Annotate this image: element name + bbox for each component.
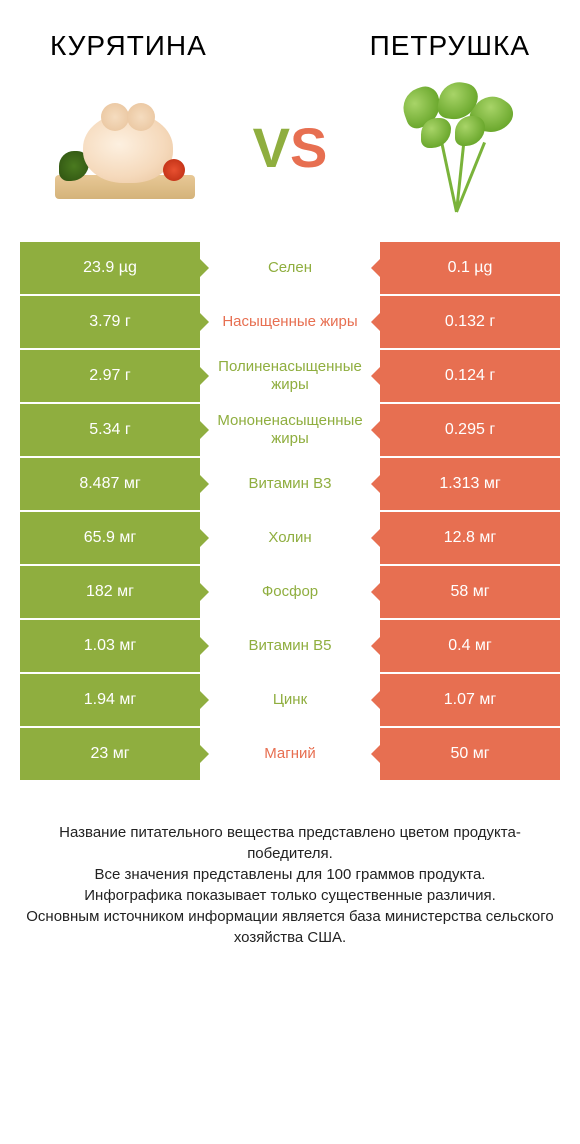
- left-value-cell: 1.03 мг: [20, 620, 200, 672]
- right-food-title: ПЕТРУШКА: [370, 30, 530, 62]
- table-row: 5.34 гМононенасыщенные жиры0.295 г: [20, 404, 560, 458]
- right-value-cell: 12.8 мг: [380, 512, 560, 564]
- left-value-cell: 5.34 г: [20, 404, 200, 456]
- images-row: VS: [0, 72, 580, 242]
- footer-line: Инфографика показывает только существенн…: [24, 885, 556, 906]
- table-row: 65.9 мгХолин12.8 мг: [20, 512, 560, 566]
- nutrient-label: Селен: [200, 242, 380, 294]
- right-value-cell: 0.295 г: [380, 404, 560, 456]
- vs-v: V: [253, 115, 290, 180]
- left-value-cell: 1.94 мг: [20, 674, 200, 726]
- table-row: 3.79 гНасыщенные жиры0.132 г: [20, 296, 560, 350]
- nutrient-label: Витамин B3: [200, 458, 380, 510]
- table-row: 1.03 мгВитамин B50.4 мг: [20, 620, 560, 674]
- parsley-image: [370, 82, 540, 212]
- left-value-cell: 65.9 мг: [20, 512, 200, 564]
- nutrient-label: Насыщенные жиры: [200, 296, 380, 348]
- right-value-cell: 58 мг: [380, 566, 560, 618]
- footer-line: Название питательного вещества представл…: [24, 822, 556, 864]
- left-value-cell: 23.9 µg: [20, 242, 200, 294]
- left-value-cell: 2.97 г: [20, 350, 200, 402]
- left-value-cell: 8.487 мг: [20, 458, 200, 510]
- footer-line: Основным источником информации является …: [24, 906, 556, 948]
- vs-label: VS: [253, 115, 328, 180]
- table-row: 23.9 µgСелен0.1 µg: [20, 242, 560, 296]
- nutrient-label: Витамин B5: [200, 620, 380, 672]
- table-row: 182 мгФосфор58 мг: [20, 566, 560, 620]
- right-value-cell: 1.07 мг: [380, 674, 560, 726]
- table-row: 23 мгМагний50 мг: [20, 728, 560, 782]
- nutrient-label: Полиненасыщенные жиры: [200, 350, 380, 402]
- right-value-cell: 1.313 мг: [380, 458, 560, 510]
- right-value-cell: 0.124 г: [380, 350, 560, 402]
- footer-line: Все значения представлены для 100 граммо…: [24, 864, 556, 885]
- table-row: 1.94 мгЦинк1.07 мг: [20, 674, 560, 728]
- left-food-title: КУРЯТИНА: [50, 30, 207, 62]
- chicken-image: [40, 82, 210, 212]
- nutrient-label: Магний: [200, 728, 380, 780]
- right-value-cell: 0.1 µg: [380, 242, 560, 294]
- left-value-cell: 23 мг: [20, 728, 200, 780]
- right-value-cell: 0.4 мг: [380, 620, 560, 672]
- left-value-cell: 182 мг: [20, 566, 200, 618]
- table-row: 2.97 гПолиненасыщенные жиры0.124 г: [20, 350, 560, 404]
- nutrient-label: Цинк: [200, 674, 380, 726]
- right-value-cell: 0.132 г: [380, 296, 560, 348]
- comparison-table: 23.9 µgСелен0.1 µg3.79 гНасыщенные жиры0…: [20, 242, 560, 782]
- left-value-cell: 3.79 г: [20, 296, 200, 348]
- header: КУРЯТИНА ПЕТРУШКА: [0, 0, 580, 72]
- footer-notes: Название питательного вещества представл…: [0, 782, 580, 948]
- vs-s: S: [290, 115, 327, 180]
- right-value-cell: 50 мг: [380, 728, 560, 780]
- table-row: 8.487 мгВитамин B31.313 мг: [20, 458, 560, 512]
- nutrient-label: Холин: [200, 512, 380, 564]
- nutrient-label: Фосфор: [200, 566, 380, 618]
- nutrient-label: Мононенасыщенные жиры: [200, 404, 380, 456]
